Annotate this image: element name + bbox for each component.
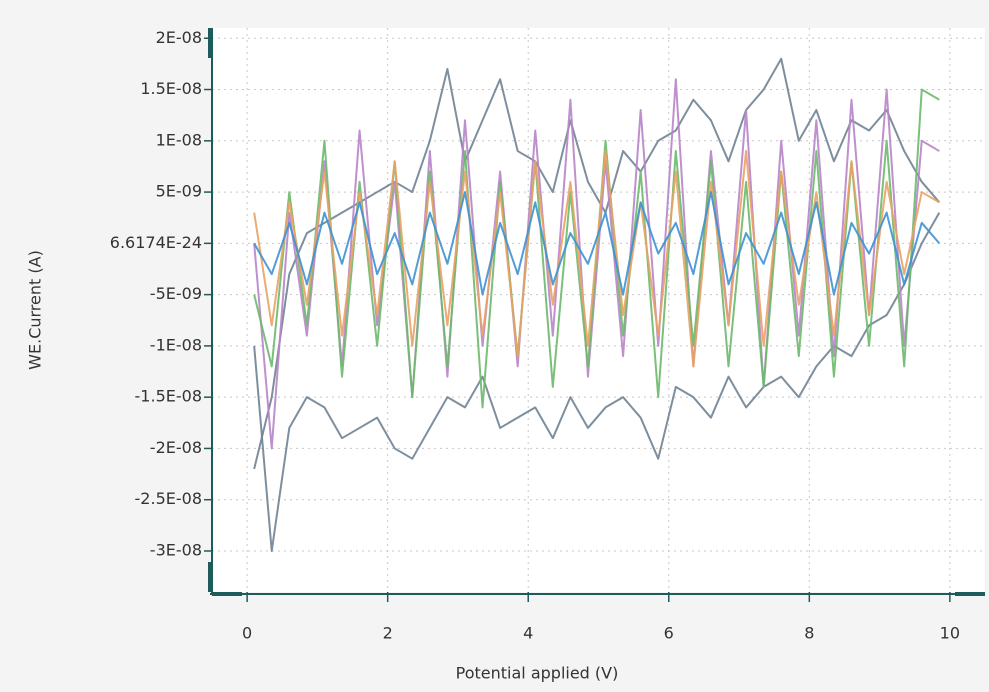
x-axis-title: Potential applied (V)	[456, 664, 619, 683]
grid	[212, 28, 985, 592]
x-tick-label: 10	[940, 624, 960, 643]
y-axis-title: WE.Current (A)	[26, 250, 45, 370]
series-line	[253, 78, 940, 450]
y-tick-label: 2E-08	[156, 28, 202, 47]
y-tick-label: -3E-08	[150, 540, 202, 559]
x-tick-label: 8	[804, 624, 814, 643]
x-tick-label: 6	[664, 624, 674, 643]
axis-cap	[955, 592, 985, 596]
y-tick-label: -5E-09	[150, 284, 202, 303]
y-tick-label: 1.5E-08	[140, 79, 202, 98]
y-tick-label: 5E-09	[156, 182, 202, 201]
y-tick-label: -1.5E-08	[135, 387, 202, 406]
y-tick-label: -1E-08	[150, 335, 202, 354]
y-tick-label: 6.6174E-24	[110, 233, 202, 252]
axis-cap	[208, 562, 213, 592]
series-group	[253, 57, 941, 552]
axis-cap	[212, 592, 242, 596]
x-tick-label: 4	[523, 624, 533, 643]
x-tick-label: 0	[242, 624, 252, 643]
y-tick-label: -2E-08	[150, 438, 202, 457]
series-line	[253, 212, 941, 552]
axis-cap	[208, 28, 213, 58]
y-tick-label: 1E-08	[156, 130, 202, 149]
series-line	[253, 57, 941, 470]
series-line	[253, 191, 941, 296]
series-line	[253, 150, 940, 368]
y-tick-label: -2.5E-08	[135, 489, 202, 508]
x-tick-label: 2	[383, 624, 393, 643]
